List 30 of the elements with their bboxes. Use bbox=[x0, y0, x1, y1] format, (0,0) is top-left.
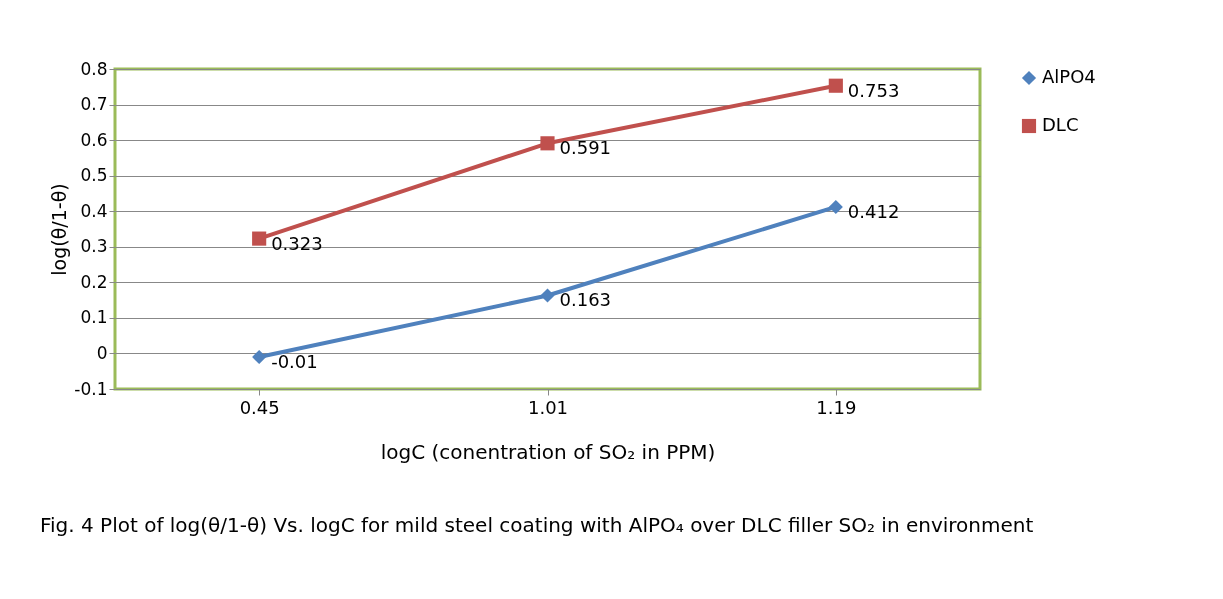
caption: Fig. 4 Plot of log(θ/1-θ) Vs. logC for mild steel coating with AlPO₄ over DLC filler SO₂ in environment bbox=[40, 513, 1035, 537]
y-tick-label: 0.7 bbox=[80, 94, 108, 115]
data-label: 0.753 bbox=[847, 79, 900, 101]
point bbox=[252, 231, 267, 246]
x-tick-label: 1.19 bbox=[816, 396, 857, 418]
point bbox=[828, 78, 843, 93]
point bbox=[540, 136, 555, 151]
y-axis-title: log(θ/1-θ) bbox=[48, 183, 71, 276]
y-tick-label: 0.6 bbox=[80, 129, 108, 150]
y-tick-label: 0.4 bbox=[80, 200, 108, 221]
data-label: 0.591 bbox=[559, 137, 612, 159]
point bbox=[828, 199, 843, 215]
legend-label: DLC bbox=[1042, 114, 1079, 135]
y-tick-label: 0.2 bbox=[80, 271, 108, 292]
legend-label: AlPO4 bbox=[1042, 66, 1096, 87]
y-tick-label: 0.1 bbox=[80, 307, 108, 328]
y-tick-label: 0.5 bbox=[80, 165, 108, 186]
x-axis-title: logC (conentration of SO₂ in PPM) bbox=[380, 439, 716, 464]
y-tick-label: -0.1 bbox=[74, 378, 108, 399]
y-tick-label: 0 bbox=[96, 342, 108, 363]
data-label: 0.412 bbox=[847, 200, 900, 222]
data-label: -0.01 bbox=[271, 351, 318, 372]
x-tick-label: 1.01 bbox=[527, 396, 569, 418]
point bbox=[540, 288, 555, 303]
x-tick-label: 0.45 bbox=[239, 396, 280, 418]
y-tick-label: 0.8 bbox=[80, 58, 108, 79]
y-tick-label: 0.3 bbox=[80, 236, 108, 257]
data-label: 0.323 bbox=[271, 232, 323, 254]
data-label: 0.163 bbox=[559, 289, 612, 311]
point bbox=[252, 349, 267, 365]
